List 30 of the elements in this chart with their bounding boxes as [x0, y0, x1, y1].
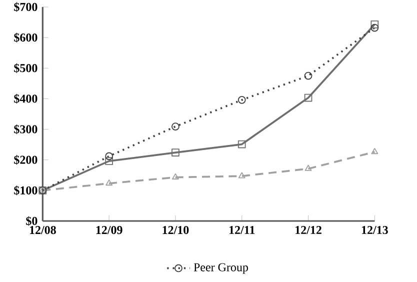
y-tick-label: $0 — [26, 216, 38, 226]
point — [172, 173, 179, 180]
legend-label: Peer Group — [194, 263, 248, 274]
point — [172, 148, 180, 156]
point — [105, 157, 113, 166]
y-tick-label: $200 — [14, 155, 38, 165]
x-tick-label: 12/10 — [162, 226, 189, 234]
y-tick-label: $500 — [14, 63, 38, 73]
point — [370, 20, 379, 28]
point — [304, 72, 312, 80]
point — [370, 24, 379, 32]
point — [172, 122, 180, 130]
point — [371, 148, 378, 154]
x-tick-label: 12/09 — [96, 226, 122, 234]
x-tick-label: 12/12 — [296, 226, 322, 234]
y-tick-label: $300 — [14, 124, 38, 134]
point — [238, 172, 246, 178]
y-tick-label: $400 — [14, 94, 38, 104]
point — [238, 140, 246, 148]
point — [238, 96, 246, 104]
y-tick-label: $700 — [14, 2, 38, 12]
x-tick-label: 12/13 — [362, 226, 388, 234]
y-tick-label: $600 — [14, 32, 38, 42]
point — [304, 164, 312, 171]
x-tick-label: 12/11 — [229, 226, 255, 234]
point — [304, 94, 312, 102]
x-tick-label: 12/08 — [30, 226, 56, 234]
point — [105, 152, 113, 160]
point — [106, 179, 113, 186]
y-tick-label: $100 — [14, 186, 38, 196]
